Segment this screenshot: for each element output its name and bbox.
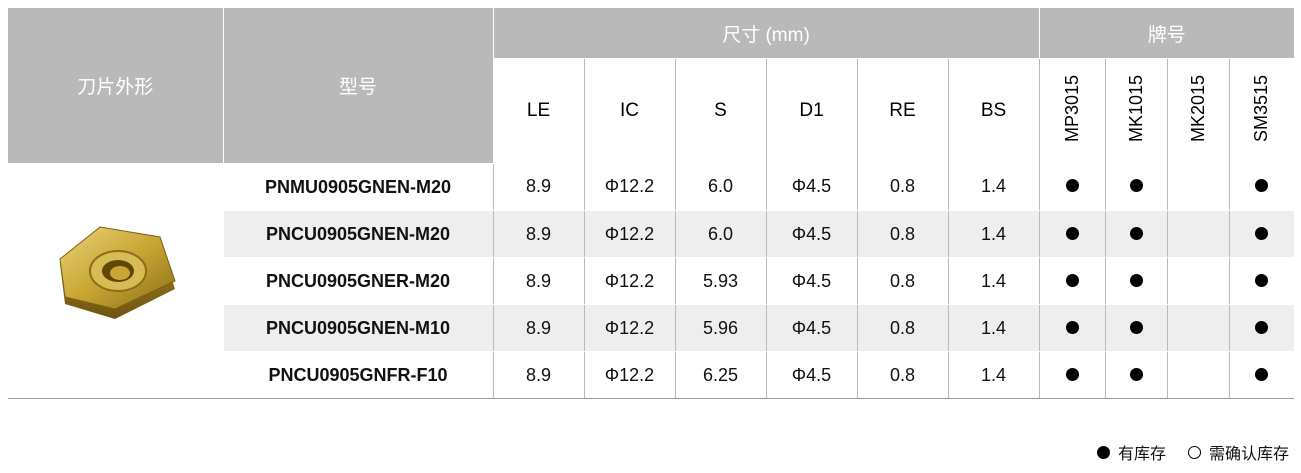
grade-stock-cell: [1039, 351, 1106, 399]
dimension-cell: 6.0: [675, 210, 767, 258]
filled-dot-icon: [1129, 367, 1143, 381]
grade-stock-cell: [1105, 304, 1168, 352]
header-grade-mk2015: MK2015: [1167, 58, 1230, 164]
grade-stock-cell: [1167, 163, 1230, 211]
grade-stock-cell: [1229, 351, 1295, 399]
dimension-cell: 1.4: [948, 257, 1040, 305]
dimension-cell: Φ12.2: [584, 351, 676, 399]
model-cell: PNCU0905GNEN-M20: [223, 210, 494, 258]
header-dim-le: LE: [493, 58, 585, 164]
dimension-cell: 1.4: [948, 304, 1040, 352]
dimension-cell: 8.9: [493, 210, 585, 258]
header-dimensions: 尺寸 (mm): [493, 8, 1040, 60]
dimension-cell: 5.96: [675, 304, 767, 352]
filled-dot-icon: [1255, 273, 1269, 287]
grade-stock-cell: [1229, 257, 1295, 305]
dimension-cell: Φ4.5: [766, 257, 858, 305]
dimension-cell: 1.4: [948, 351, 1040, 399]
grade-stock-cell: [1167, 257, 1230, 305]
filled-dot-icon: [1255, 367, 1269, 381]
grade-stock-cell: [1105, 163, 1168, 211]
filled-dot-icon: [1255, 226, 1269, 240]
dimension-cell: Φ4.5: [766, 304, 858, 352]
insert-image: [8, 163, 224, 399]
dimension-cell: Φ12.2: [584, 257, 676, 305]
dimension-cell: Φ12.2: [584, 210, 676, 258]
filled-dot-icon: [1129, 179, 1143, 193]
dimension-cell: 8.9: [493, 304, 585, 352]
dimension-cell: 8.9: [493, 351, 585, 399]
filled-dot-icon: [1065, 320, 1079, 334]
header-dim-re: RE: [857, 58, 949, 164]
filled-dot-icon: [1255, 320, 1269, 334]
model-cell: PNCU0905GNER-M20: [223, 257, 494, 305]
grade-stock-cell: [1105, 210, 1168, 258]
header-grade-mk1015: MK1015: [1105, 58, 1168, 164]
filled-dot-icon: [1065, 367, 1079, 381]
table-row: PNMU0905GNEN-M20 8.9 Φ12.2 6.0 Φ4.5 0.8 1.4: [8, 163, 1295, 399]
header-dim-ic: IC: [584, 58, 676, 164]
table-row: PNCU0905GNEN-M10 8.9 Φ12.2 5.96 Φ4.5 0.8 1.4: [8, 304, 1295, 352]
filled-dot-icon: [1255, 179, 1269, 193]
grade-stock-cell: [1229, 163, 1295, 211]
dimension-cell: 5.93: [675, 257, 767, 305]
grade-stock-cell: [1167, 351, 1230, 399]
dimension-cell: 0.8: [857, 210, 949, 258]
grade-stock-cell: [1039, 210, 1106, 258]
header-dim-bs: BS: [948, 58, 1040, 164]
header-model: 型号: [223, 8, 494, 164]
dimension-cell: Φ4.5: [766, 210, 858, 258]
grade-stock-cell: [1039, 163, 1106, 211]
grade-stock-cell: [1167, 304, 1230, 352]
model-cell: PNCU0905GNEN-M10: [223, 304, 494, 352]
header-dim-s: S: [675, 58, 767, 164]
header-grade-sm3515: SM3515: [1229, 58, 1295, 164]
stock-legend: 有库存 需确认库存: [1096, 440, 1289, 464]
filled-dot-icon: [1129, 273, 1143, 287]
pentagon-insert-icon: [59, 225, 176, 319]
dimension-cell: 0.8: [857, 257, 949, 305]
dimension-cell: 0.8: [857, 351, 949, 399]
table-row: PNCU0905GNER-M20 8.9 Φ12.2 5.93 Φ4.5 0.8 1.4: [8, 257, 1295, 305]
header-grades: 牌号: [1039, 8, 1295, 60]
spec-table: 刀片外形 型号 尺寸 (mm) 牌号 LE IC S D1 RE BS MP30…: [8, 8, 1295, 399]
grade-stock-cell: [1229, 304, 1295, 352]
dimension-cell: 0.8: [857, 163, 949, 211]
dimension-cell: 0.8: [857, 304, 949, 352]
dimension-cell: Φ12.2: [584, 163, 676, 211]
table-row: PNCU0905GNFR-F10 8.9 Φ12.2 6.25 Φ4.5 0.8 1.4: [8, 351, 1295, 399]
filled-dot-icon: [1065, 273, 1079, 287]
filled-dot-icon: [1065, 179, 1079, 193]
dimension-cell: 1.4: [948, 210, 1040, 258]
grade-stock-cell: [1167, 210, 1230, 258]
header-dim-d1: D1: [766, 58, 858, 164]
dimension-cell: 6.0: [675, 163, 767, 211]
filled-dot-icon: [1129, 320, 1143, 334]
model-cell: PNMU0905GNEN-M20: [223, 163, 494, 211]
grade-stock-cell: [1039, 304, 1106, 352]
dimension-cell: 6.25: [675, 351, 767, 399]
header-grade-mp3015: MP3015: [1039, 58, 1106, 164]
dimension-cell: 1.4: [948, 163, 1040, 211]
dimension-cell: Φ4.5: [766, 163, 858, 211]
dimension-cell: 8.9: [493, 257, 585, 305]
grade-stock-cell: [1105, 351, 1168, 399]
dimension-cell: Φ4.5: [766, 351, 858, 399]
filled-dot-icon: [1096, 445, 1110, 459]
grade-stock-cell: [1105, 257, 1168, 305]
dimension-cell: Φ12.2: [584, 304, 676, 352]
dimension-cell: 8.9: [493, 163, 585, 211]
table-row: PNCU0905GNEN-M20 8.9 Φ12.2 6.0 Φ4.5 0.8 1.4: [8, 210, 1295, 258]
filled-dot-icon: [1065, 226, 1079, 240]
grade-stock-cell: [1229, 210, 1295, 258]
grade-stock-cell: [1039, 257, 1106, 305]
header-shape: 刀片外形: [8, 8, 224, 164]
legend-confirm-stock: 需确认库存: [1208, 446, 1289, 463]
legend-in-stock: 有库存: [1117, 446, 1166, 463]
ring-icon: [1187, 445, 1201, 459]
model-cell: PNCU0905GNFR-F10: [223, 351, 494, 399]
filled-dot-icon: [1129, 226, 1143, 240]
